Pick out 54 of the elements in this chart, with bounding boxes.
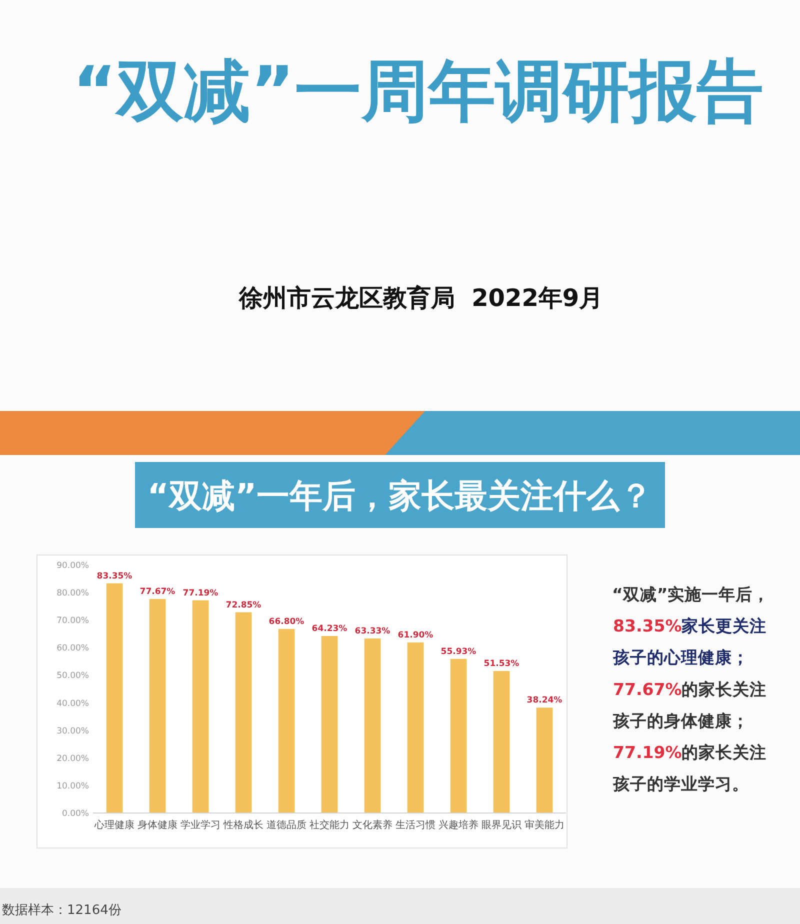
text: 83.35%家长更关注 <box>613 616 767 636</box>
bar <box>450 658 467 813</box>
bar <box>321 636 338 813</box>
y-tick-label: 80.00% <box>56 588 89 599</box>
y-tick-label: 30.00% <box>56 726 89 736</box>
y-tick-label: 40.00% <box>56 698 89 709</box>
text: 孩子的心理健康； <box>612 648 749 668</box>
data-label: 77.19% <box>182 588 219 598</box>
y-tick-label: 70.00% <box>56 616 89 626</box>
data-label: 83.35% <box>96 571 133 582</box>
data-label: 64.23% <box>312 624 348 634</box>
bar <box>106 583 123 813</box>
text: 孩子的身体健康； <box>612 711 749 730</box>
y-tick-label: 90.00% <box>56 561 89 571</box>
x-tick-label: 生活习惯 <box>396 819 436 831</box>
y-tick-label: 20.00% <box>56 754 89 764</box>
y-tick-label: 0.00% <box>62 809 89 819</box>
bar <box>364 638 381 813</box>
text: 77.19%的家长关注 <box>613 743 767 762</box>
bar <box>407 642 424 813</box>
y-tick-label: 50.00% <box>56 671 89 682</box>
text: “双减”一年后，家长最关注什么？ <box>147 476 653 515</box>
data-label: 51.53% <box>484 659 520 670</box>
bar <box>278 628 295 813</box>
text: 数据样本：12164份 <box>2 903 122 918</box>
bar <box>235 612 252 813</box>
text: 77.67%的家长关注 <box>613 680 767 699</box>
data-label: 77.67% <box>140 586 176 597</box>
bar <box>493 671 510 813</box>
text: 孩子的学业学习。 <box>612 774 749 794</box>
x-tick-label: 性格成长 <box>222 819 264 831</box>
y-tick-label: 10.00% <box>56 781 89 792</box>
x-tick-label: 学业学习 <box>180 819 220 831</box>
x-tick-label: 审美能力 <box>524 819 564 831</box>
x-tick-label: 社交能力 <box>310 819 350 831</box>
x-tick-label: 兴趣培养 <box>438 819 478 831</box>
data-label: 63.33% <box>354 626 391 636</box>
data-label: 61.90% <box>398 630 434 640</box>
bar <box>536 708 553 813</box>
data-label: 66.80% <box>268 616 305 627</box>
chart-title: “双减”一周年调研报告 <box>72 52 764 130</box>
text: “双减”实施一年后， <box>612 585 770 604</box>
data-label: 38.24% <box>526 696 563 706</box>
x-tick-label: 身体健康 <box>138 819 178 831</box>
bar <box>192 600 209 813</box>
x-tick-label: 文化素养 <box>352 819 392 831</box>
x-tick-label: 道德品质 <box>266 819 306 831</box>
chart-subtitle: 徐州市云龙区教育局 2022年9月 <box>238 284 604 312</box>
x-tick-label: 眼界见识 <box>482 819 522 831</box>
bar <box>149 598 166 813</box>
data-label: 55.93% <box>440 646 477 657</box>
data-label: 72.85% <box>226 600 262 610</box>
x-tick-label: 心理健康 <box>94 819 134 831</box>
y-tick-label: 60.00% <box>56 644 89 654</box>
